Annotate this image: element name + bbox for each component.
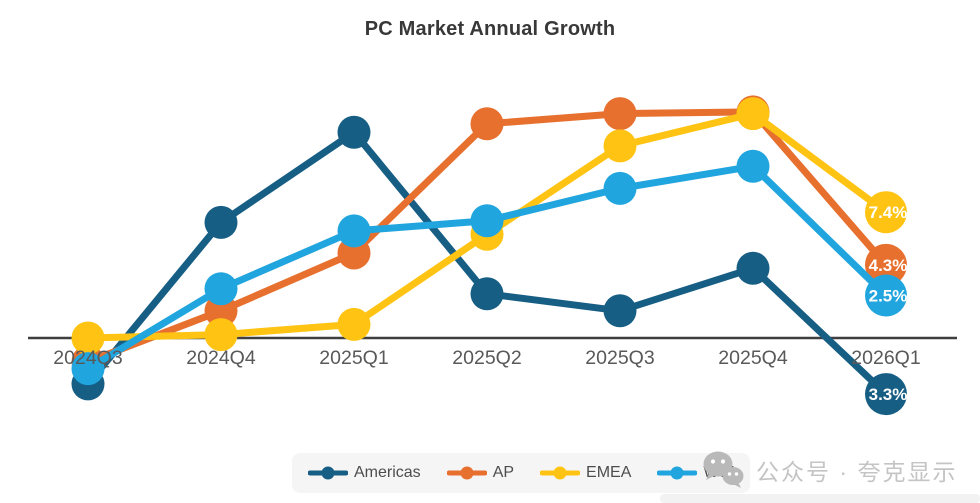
x-tick-2024q3: 2024Q3 [53, 347, 122, 369]
legend-marker-icon [657, 466, 698, 480]
legend-item-emea: EMEA [540, 464, 631, 482]
x-tick-2025q4: 2025Q4 [718, 347, 788, 369]
data-point-emea-2026q1 [865, 191, 907, 234]
data-point-ap-2025q3 [603, 97, 637, 131]
legend-marker-icon [446, 466, 487, 480]
data-point-emea-2024q4 [204, 318, 238, 352]
data-point-emea-2025q4 [736, 97, 770, 131]
legend-label: Americas [354, 464, 421, 481]
end-label-emea: 7.4% [869, 203, 908, 222]
watermark: 公众号 · 夸克显示 [700, 448, 957, 492]
end-label-ww: 2.5% [869, 287, 908, 306]
x-tick-2025q2: 2025Q2 [452, 347, 521, 369]
data-point-ww-2024q3 [71, 352, 105, 386]
legend-label: AP [492, 464, 515, 481]
x-tick-2025q1: 2025Q1 [319, 347, 388, 369]
legend-item-americas: Americas [308, 464, 421, 482]
data-point-ww-2025q4 [736, 149, 770, 183]
data-point-americas-2025q3 [603, 294, 637, 328]
data-point-americas-2025q2 [470, 277, 504, 311]
data-point-americas-2024q4 [204, 205, 238, 239]
end-label-americas: 3.3% [869, 385, 908, 404]
data-point-ap-2026q1 [865, 243, 907, 286]
data-point-americas-2025q1 [337, 115, 371, 149]
end-label-ap: 4.3% [869, 256, 908, 275]
legend-marker-icon [540, 466, 581, 480]
data-point-ww-2025q3 [603, 171, 637, 205]
legend-label: EMEA [586, 464, 632, 481]
data-point-ww-2025q1 [337, 214, 371, 248]
chart-title: PC Market Annual Growth [364, 18, 616, 40]
data-point-emea-2025q1 [337, 307, 371, 341]
legend: AmericasAPEMEAWW [292, 453, 750, 493]
data-point-ww-2024q4 [204, 272, 238, 306]
bottom-strip [660, 494, 980, 503]
data-point-ww-2026q1 [865, 274, 907, 317]
data-point-emea-2025q3 [603, 129, 637, 163]
legend-item-ap: AP [446, 464, 515, 482]
data-point-ww-2025q2 [470, 204, 504, 238]
data-point-americas-2026q1 [865, 373, 907, 416]
wechat-icon [703, 451, 744, 488]
x-tick-2024q4: 2024Q4 [186, 347, 256, 369]
legend-marker-icon [308, 466, 348, 480]
x-tick-2026q1: 2026Q1 [851, 347, 920, 369]
data-point-ap-2025q2 [470, 107, 504, 141]
watermark-text: 公众号 · 夸克显示 [756, 459, 958, 485]
data-point-americas-2025q4 [736, 251, 770, 285]
data-point-emea-2024q3 [71, 321, 105, 355]
x-tick-2025q3: 2025Q3 [585, 347, 654, 369]
